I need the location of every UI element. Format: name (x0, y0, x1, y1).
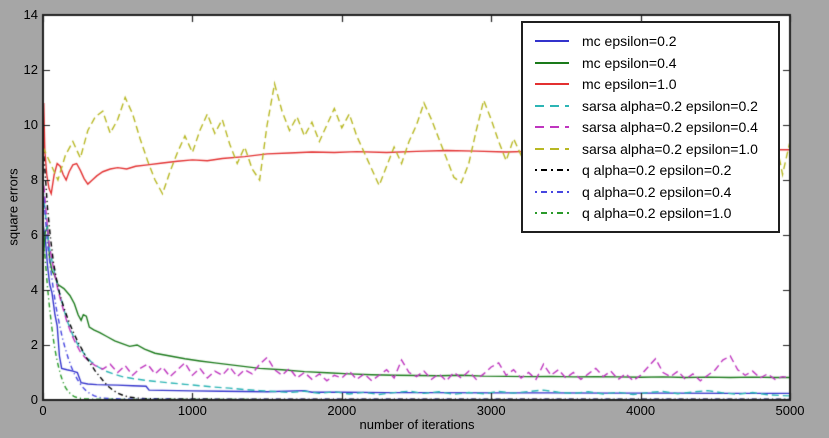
y-tick-label: 10 (23, 117, 38, 132)
dashdot-line-sample-icon (535, 212, 569, 214)
solid-line-sample-icon (535, 83, 569, 85)
legend-item-label: mc epsilon=0.2 (582, 33, 677, 49)
legend-item-mc-epsilon-04: mc epsilon=0.4 (535, 53, 766, 73)
dashed-line-sample-icon (535, 126, 569, 128)
y-tick-label: 14 (23, 7, 38, 22)
x-tick-label: 0 (39, 403, 47, 418)
dashdot-line-sample-icon (535, 169, 569, 171)
y-tick-label: 0 (30, 392, 38, 407)
dashed-line-sample-icon (535, 147, 569, 150)
x-tick-label: 4000 (626, 403, 656, 418)
x-axis-label: number of iterations (359, 417, 475, 432)
legend-item-label: mc epsilon=0.4 (582, 54, 677, 71)
legend-item-q-epsilon-02: q alpha=0.2 epsilon=0.2 (535, 160, 766, 180)
solid-line-sample-icon (535, 61, 569, 64)
legend-item-mc-epsilon-10: mc epsilon=1.0 (535, 74, 766, 94)
legend-item-label: sarsa alpha=0.2 epsilon=0.2 (582, 97, 758, 114)
legend-item-sarsa-epsilon-02: sarsa alpha=0.2 epsilon=0.2 (535, 96, 766, 116)
legend-item-label: mc epsilon=1.0 (582, 76, 677, 92)
y-tick-label: 8 (30, 172, 38, 187)
legend-item-mc-epsilon-02: mc epsilon=0.2 (535, 31, 766, 51)
x-tick-label: 5000 (775, 403, 805, 418)
legend-item-label: sarsa alpha=0.2 epsilon=0.4 (582, 119, 758, 135)
x-tick-label: 1000 (177, 403, 207, 418)
legend-item-q-epsilon-04: q alpha=0.2 epsilon=0.4 (535, 182, 766, 202)
legend-item-sarsa-epsilon-04: sarsa alpha=0.2 epsilon=0.4 (535, 117, 766, 137)
legend-item-sarsa-epsilon-10: sarsa alpha=0.2 epsilon=1.0 (535, 139, 766, 159)
y-tick-label: 2 (30, 337, 38, 352)
solid-line-sample-icon (535, 40, 569, 42)
y-tick-label: 12 (23, 62, 38, 77)
legend: mc epsilon=0.2 mc epsilon=0.4 mc epsilon… (521, 21, 780, 233)
legend-item-label: q alpha=0.2 epsilon=0.4 (582, 183, 732, 200)
legend-item-label: sarsa alpha=0.2 epsilon=1.0 (582, 140, 758, 157)
y-tick-label: 6 (30, 227, 38, 242)
dashed-line-sample-icon (535, 104, 569, 107)
legend-item-q-epsilon-10: q alpha=0.2 epsilon=1.0 (535, 203, 766, 223)
dashdot-line-sample-icon (535, 190, 569, 193)
x-tick-label: 3000 (476, 403, 506, 418)
x-tick-label: 2000 (327, 403, 357, 418)
legend-item-label: q alpha=0.2 epsilon=1.0 (582, 205, 732, 221)
y-tick-label: 4 (30, 282, 38, 297)
legend-item-label: q alpha=0.2 epsilon=0.2 (582, 162, 732, 178)
